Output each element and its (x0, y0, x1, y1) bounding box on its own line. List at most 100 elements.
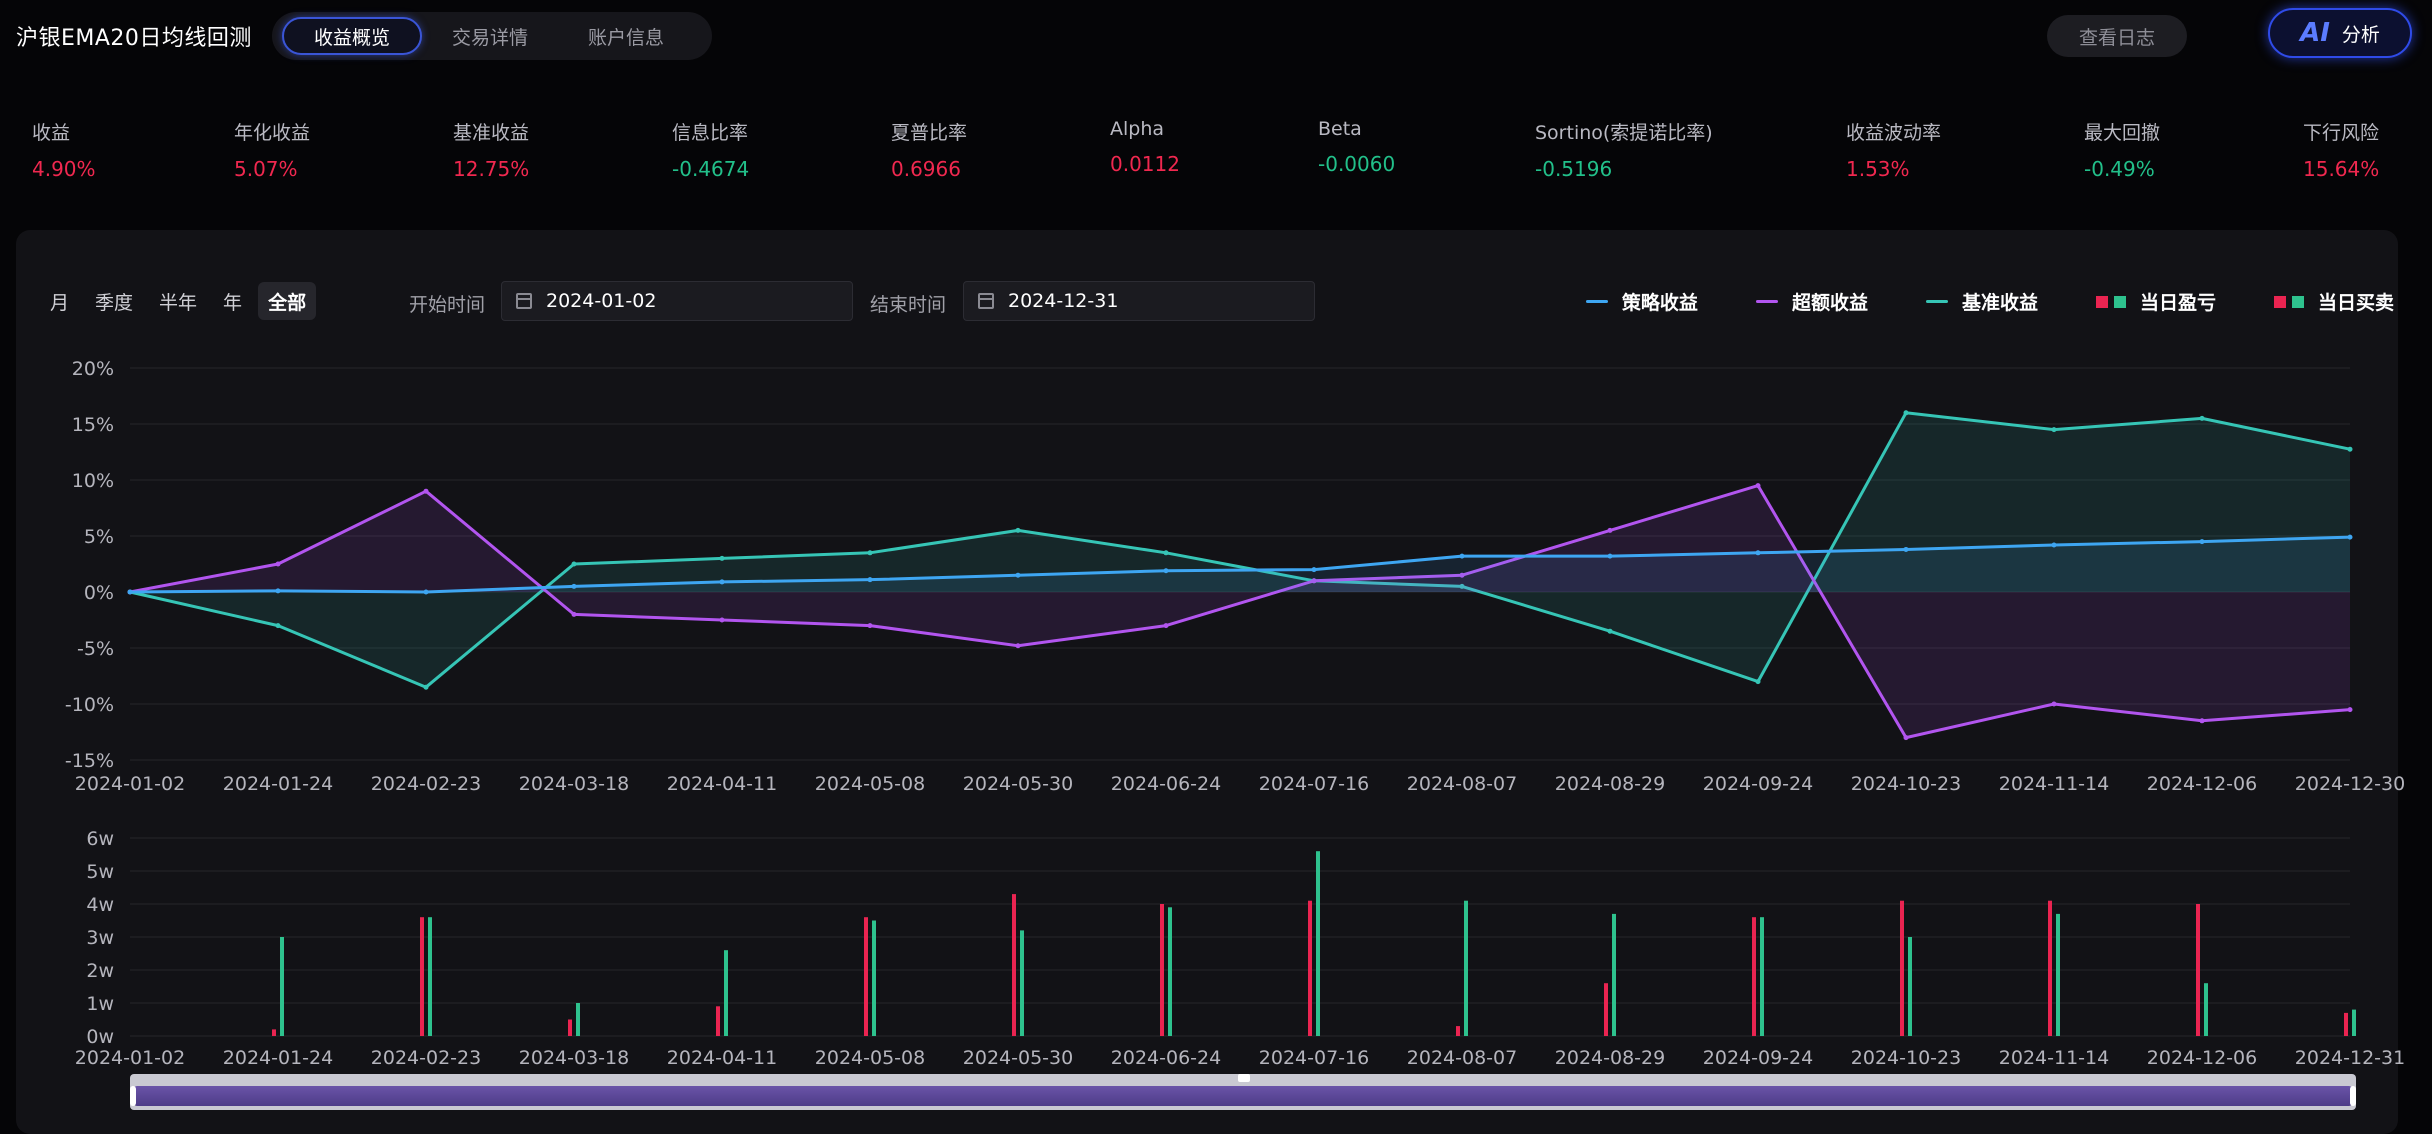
tab-account-info[interactable]: 账户信息 (588, 26, 665, 49)
strategy-return-point (571, 583, 577, 589)
metric-value: -0.0060 (1318, 152, 1396, 176)
metric-label: 收益波动率 (1846, 122, 1942, 144)
calendar-icon (978, 293, 994, 309)
metric-max-drawdown: 最大回撤 -0.49% (2084, 118, 2160, 181)
daily-trade-bar (724, 950, 728, 1036)
x-tick-label: 2024-12-06 (2147, 773, 2257, 795)
tab-overview[interactable]: 收益概览 (282, 17, 423, 55)
strategy-return-point (1459, 553, 1465, 559)
start-date-label: 开始时间 (409, 294, 486, 316)
metric-downside-risk: 下行风险 15.64% (2303, 118, 2379, 181)
daily-pnl-bar (716, 1006, 720, 1036)
y-tick-label: 0% (84, 582, 114, 604)
x-tick-label: 2024-01-24 (223, 1047, 333, 1069)
y-tick-label: 10% (72, 470, 114, 492)
x-tick-label: 2024-11-14 (1999, 1047, 2109, 1069)
metric-value: -0.4674 (672, 157, 750, 181)
x-tick-label: 2024-10-23 (1851, 1047, 1961, 1069)
daily-pnl-bar (2196, 904, 2200, 1036)
view-log-button[interactable]: 查看日志 (2047, 15, 2187, 57)
returns-line-chart[interactable]: 20% 15% 10% 5% 0% -5% -10% -15%2024-01-02 2024-0… (0, 340, 2432, 800)
metric-label: Sortino(索提诺比率) (1535, 122, 1713, 144)
benchmark-return-point (2347, 446, 2353, 452)
data-zoom-grip-icon[interactable] (1238, 1074, 1250, 1082)
x-tick-label: 2024-04-11 (667, 1047, 777, 1069)
x-tick-label: 2024-12-31 (2295, 1047, 2405, 1069)
calendar-icon (516, 293, 532, 309)
metric-return: 收益 4.90% (32, 118, 96, 181)
daily-pnl-bar (1012, 894, 1016, 1036)
data-zoom-handle-right[interactable] (2350, 1086, 2356, 1106)
y-tick-label: 5w (86, 861, 114, 883)
metric-value: 5.07% (234, 157, 298, 181)
daily-pnl-bar (1160, 904, 1164, 1036)
benchmark-return-point (1459, 583, 1465, 589)
strategy-return-point (2347, 534, 2353, 540)
legend-line-icon (1755, 300, 1778, 303)
metric-annual-return: 年化收益 5.07% (234, 118, 310, 181)
excess-return-point (1755, 483, 1761, 489)
strategy-return-point (2199, 539, 2205, 545)
legend-benchmark-return[interactable]: 基准收益 (1925, 288, 2038, 315)
metric-sortino: Sortino(索提诺比率) -0.5196 (1535, 118, 1713, 181)
data-zoom-slider[interactable] (130, 1074, 2356, 1110)
x-tick-label: 2024-02-23 (371, 1047, 481, 1069)
x-tick-label: 2024-11-14 (1999, 773, 2109, 795)
legend-excess-return[interactable]: 超额收益 (1755, 288, 1868, 315)
daily-trade-bar (1760, 917, 1764, 1036)
page-title: 沪银EMA20日均线回测 (16, 26, 252, 51)
data-zoom-range[interactable] (134, 1086, 2352, 1106)
daily-pnl-bar (864, 917, 868, 1036)
strategy-return-point (2051, 542, 2057, 548)
y-tick-label: 15% (72, 414, 114, 436)
legend-strategy-return[interactable]: 策略收益 (1585, 288, 1698, 315)
legend-daily-trades[interactable]: 当日买卖 (2273, 288, 2394, 315)
benchmark-return-point (1015, 527, 1021, 533)
excess-return-point (1607, 527, 1613, 533)
daily-pnl-bar (272, 1029, 276, 1036)
x-tick-label: 2024-05-08 (815, 773, 925, 795)
y-tick-label: -10% (65, 694, 114, 716)
y-tick-label: -15% (65, 750, 114, 772)
daily-pnl-bar (2048, 900, 2052, 1036)
period-all[interactable]: 全部 (258, 282, 317, 320)
ai-logo-icon: AI (2300, 18, 2330, 48)
tab-trade-details[interactable]: 交易详情 (452, 26, 529, 49)
daily-trade-bar (2204, 983, 2208, 1036)
period-half-year[interactable]: 半年 (159, 291, 198, 314)
daily-trade-bar (1316, 851, 1320, 1036)
excess-return-point (2347, 707, 2353, 713)
benchmark-return-point (2051, 427, 2057, 433)
strategy-return-point (867, 577, 873, 583)
daily-trade-bar (280, 937, 284, 1036)
strategy-return-point (1163, 568, 1169, 574)
period-quarter[interactable]: 季度 (95, 291, 134, 314)
period-year[interactable]: 年 (223, 291, 243, 314)
daily-trade-bar (1612, 913, 1616, 1036)
period-month[interactable]: 月 (50, 291, 70, 314)
daily-pnl-bar (1900, 900, 1904, 1036)
y-tick-label: 5% (84, 526, 114, 548)
metric-label: 基准收益 (453, 122, 530, 144)
x-tick-label: 2024-09-24 (1703, 773, 1813, 795)
x-tick-label: 2024-02-23 (371, 773, 481, 795)
benchmark-return-point (2199, 415, 2205, 421)
start-date-field[interactable]: 2024-01-02 (501, 281, 853, 321)
metric-value: 15.64% (2303, 157, 2380, 181)
data-zoom-handle-left[interactable] (130, 1086, 136, 1106)
daily-trade-bar (872, 920, 876, 1036)
excess-return-point (867, 623, 873, 629)
legend-daily-pnl[interactable]: 当日盈亏 (2095, 288, 2216, 315)
daily-pnl-bar (420, 917, 424, 1036)
end-date-field[interactable]: 2024-12-31 (963, 281, 1315, 321)
x-tick-label: 2024-03-18 (519, 773, 629, 795)
period-selector: 月 季度 半年 年 全部 (40, 282, 317, 320)
x-tick-label: 2024-08-07 (1407, 1047, 1517, 1069)
excess-return-point (1015, 643, 1021, 649)
benchmark-return-line (129, 411, 2351, 689)
ai-analysis-button[interactable]: AI 分析 (2268, 8, 2412, 58)
daily-trade-bar (576, 1003, 580, 1036)
excess-return-point (1163, 623, 1169, 629)
excess-return-point (423, 488, 429, 494)
